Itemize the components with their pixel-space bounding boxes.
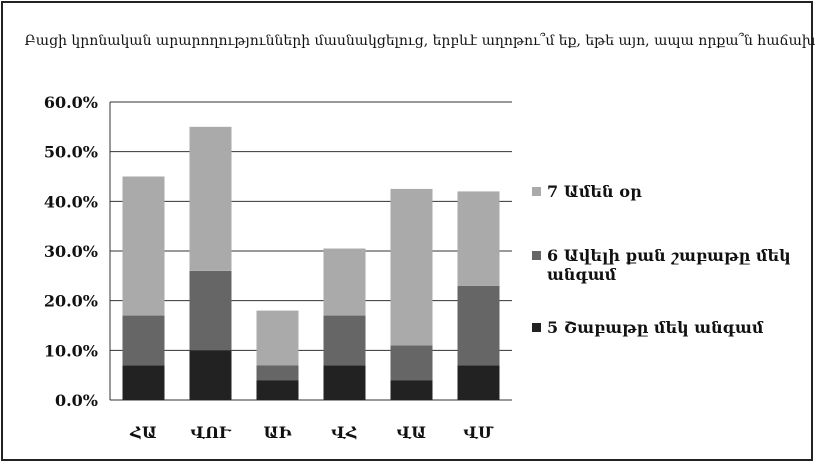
- bar-segment: [122, 315, 165, 366]
- bar-segment: [256, 365, 299, 381]
- y-tick-label: 0.0%: [55, 391, 98, 410]
- bar-segment: [457, 365, 500, 400]
- bar-segment: [122, 365, 165, 400]
- x-tick-label: ԱԻ: [264, 423, 292, 442]
- legend-item: 5 Շաբաթը մեկ անգամ: [532, 318, 802, 337]
- bar-segment: [189, 350, 232, 400]
- legend-label: 7 Ամեն օր: [547, 182, 642, 201]
- chart-title: Բացի կրոնական արարողությունների մասնակցե…: [24, 32, 815, 49]
- x-tick-label: ՎՈՒ: [191, 423, 233, 442]
- bar-segment: [390, 188, 433, 346]
- bar-segment: [457, 285, 500, 366]
- y-tick-label: 20.0%: [44, 292, 98, 311]
- bar-segment: [189, 270, 232, 351]
- bar-segment: [390, 345, 433, 381]
- y-tick-label: 50.0%: [44, 143, 98, 162]
- bar-segment: [457, 191, 500, 286]
- legend-label: 5 Շաբաթը մեկ անգամ: [547, 318, 764, 337]
- x-tick-label: ՎՄ: [463, 423, 495, 442]
- bar-segment: [323, 248, 366, 316]
- legend-item: 6 Ավելի քան շաբաթը մեկ անգամ: [532, 246, 802, 284]
- bar-segment: [323, 365, 366, 400]
- legend-swatch: [532, 187, 541, 196]
- x-tick-label: ՎԱ: [397, 423, 427, 442]
- legend-label: 6 Ավելի քան շաբաթը մեկ անգամ: [547, 246, 791, 284]
- bar-segment: [256, 380, 299, 400]
- bar-segment: [323, 315, 366, 366]
- y-tick-label: 30.0%: [44, 242, 98, 261]
- y-tick-label: 40.0%: [44, 192, 98, 211]
- bar-segment: [122, 176, 165, 316]
- bar-segment: [189, 126, 232, 271]
- x-tick-label: ՀԱ: [129, 423, 157, 442]
- x-tick-label: ՎՀ: [331, 423, 357, 442]
- legend-swatch: [532, 323, 541, 332]
- y-tick-label: 10.0%: [44, 341, 98, 360]
- legend-swatch: [532, 251, 541, 260]
- bar-segment: [256, 310, 299, 366]
- legend-item: 7 Ամեն օր: [532, 182, 802, 201]
- y-tick-label: 60.0%: [44, 93, 98, 112]
- bar-segment: [390, 380, 433, 400]
